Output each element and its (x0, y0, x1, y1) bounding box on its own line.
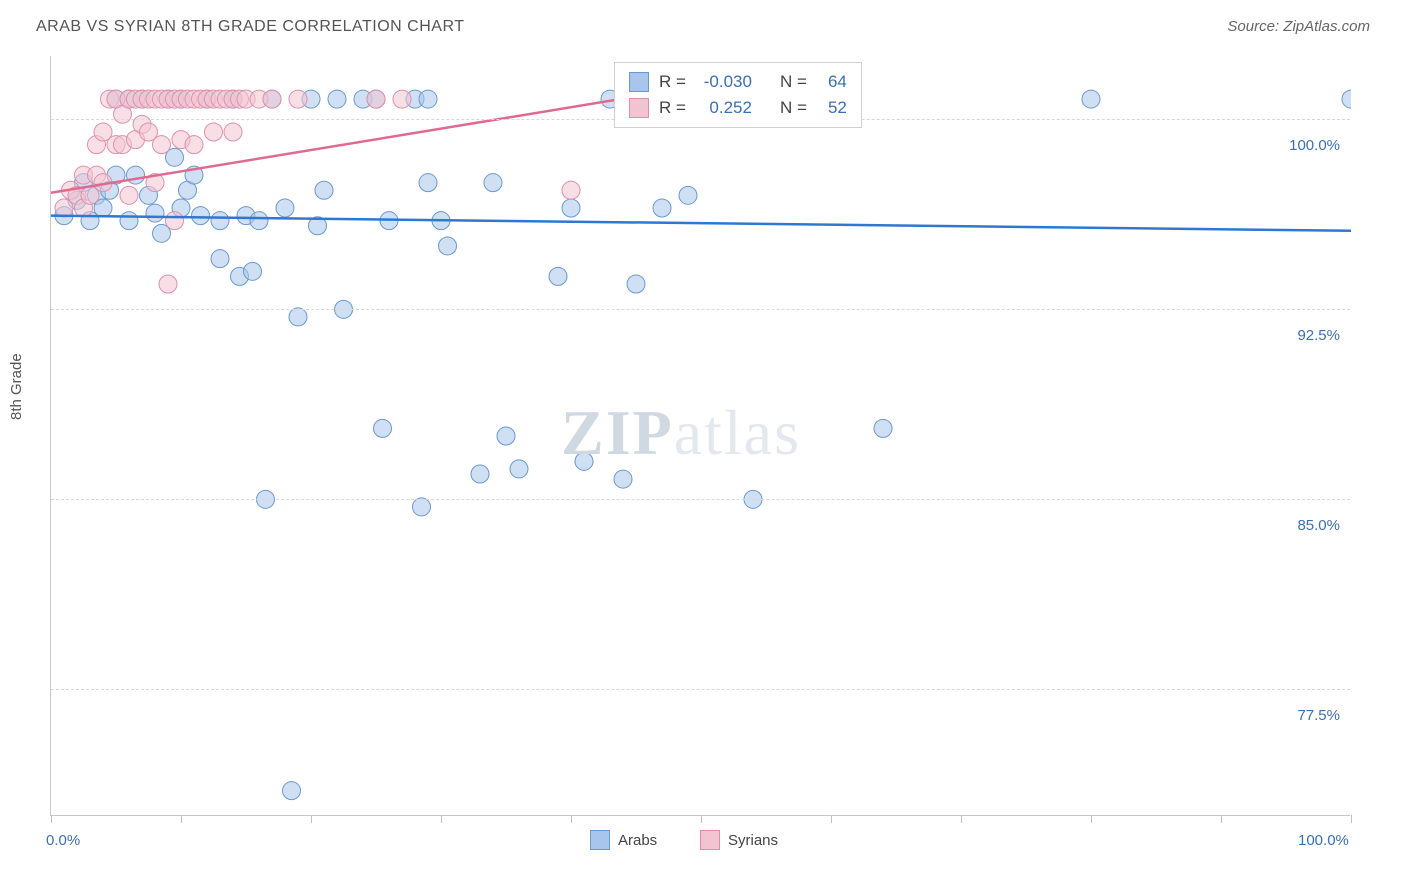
x-tick-label: 0.0% (46, 832, 80, 849)
legend-n-label: N = (780, 72, 807, 92)
y-tick-label: 100.0% (1270, 137, 1340, 154)
data-point (120, 212, 138, 230)
data-point (497, 427, 515, 445)
data-point (211, 250, 229, 268)
data-point (211, 212, 229, 230)
data-point (484, 174, 502, 192)
plot-canvas (51, 56, 1351, 816)
legend-swatch (629, 72, 649, 92)
data-point (419, 90, 437, 108)
data-point (471, 465, 489, 483)
data-point (575, 452, 593, 470)
data-point (653, 199, 671, 217)
x-tick-label: 100.0% (1298, 832, 1349, 849)
data-point (120, 186, 138, 204)
data-point (1082, 90, 1100, 108)
series-legend-item: Arabs (590, 830, 657, 850)
data-point (367, 90, 385, 108)
data-point (205, 123, 223, 141)
data-point (250, 212, 268, 230)
source-prefix: Source: (1227, 18, 1283, 35)
data-point (549, 267, 567, 285)
data-point (315, 181, 333, 199)
data-point (510, 460, 528, 478)
scatter-plot: ZIPatlas (50, 56, 1350, 816)
legend-swatch (700, 830, 720, 850)
legend-r-label: R = (659, 98, 686, 118)
legend-swatch (590, 830, 610, 850)
data-point (224, 123, 242, 141)
data-point (185, 136, 203, 154)
data-point (146, 204, 164, 222)
data-point (393, 90, 411, 108)
data-point (192, 207, 210, 225)
legend-n-value: 64 (817, 72, 847, 92)
data-point (374, 419, 392, 437)
y-tick-label: 85.0% (1270, 517, 1340, 534)
data-point (263, 90, 281, 108)
data-point (874, 419, 892, 437)
legend-row: R = -0.030 N = 64 (629, 69, 847, 95)
data-point (159, 275, 177, 293)
data-point (283, 782, 301, 800)
data-point (276, 199, 294, 217)
legend-row: R = 0.252 N = 52 (629, 95, 847, 121)
legend-series-label: Arabs (618, 832, 657, 849)
data-point (562, 199, 580, 217)
series-legend-item: Syrians (700, 830, 778, 850)
legend-r-label: R = (659, 72, 686, 92)
legend-r-value: -0.030 (696, 72, 752, 92)
y-tick-label: 92.5% (1270, 327, 1340, 344)
data-point (244, 262, 262, 280)
legend-n-value: 52 (817, 98, 847, 118)
data-point (289, 308, 307, 326)
source-name: ZipAtlas.com (1283, 18, 1370, 35)
correlation-legend: R = -0.030 N = 64 R = 0.252 N = 52 (614, 62, 862, 128)
y-axis-label: 8th Grade (8, 353, 25, 420)
data-point (127, 166, 145, 184)
data-point (562, 181, 580, 199)
data-point (153, 136, 171, 154)
data-point (439, 237, 457, 255)
legend-n-label: N = (780, 98, 807, 118)
legend-series-label: Syrians (728, 832, 778, 849)
data-point (166, 212, 184, 230)
y-tick-label: 77.5% (1270, 707, 1340, 724)
data-point (614, 470, 632, 488)
data-point (627, 275, 645, 293)
data-point (1342, 90, 1351, 108)
data-point (419, 174, 437, 192)
data-point (413, 498, 431, 516)
chart-title: ARAB VS SYRIAN 8TH GRADE CORRELATION CHA… (36, 18, 464, 36)
source-credit: Source: ZipAtlas.com (1227, 18, 1370, 35)
data-point (679, 186, 697, 204)
data-point (328, 90, 346, 108)
legend-swatch (629, 98, 649, 118)
data-point (289, 90, 307, 108)
legend-r-value: 0.252 (696, 98, 752, 118)
